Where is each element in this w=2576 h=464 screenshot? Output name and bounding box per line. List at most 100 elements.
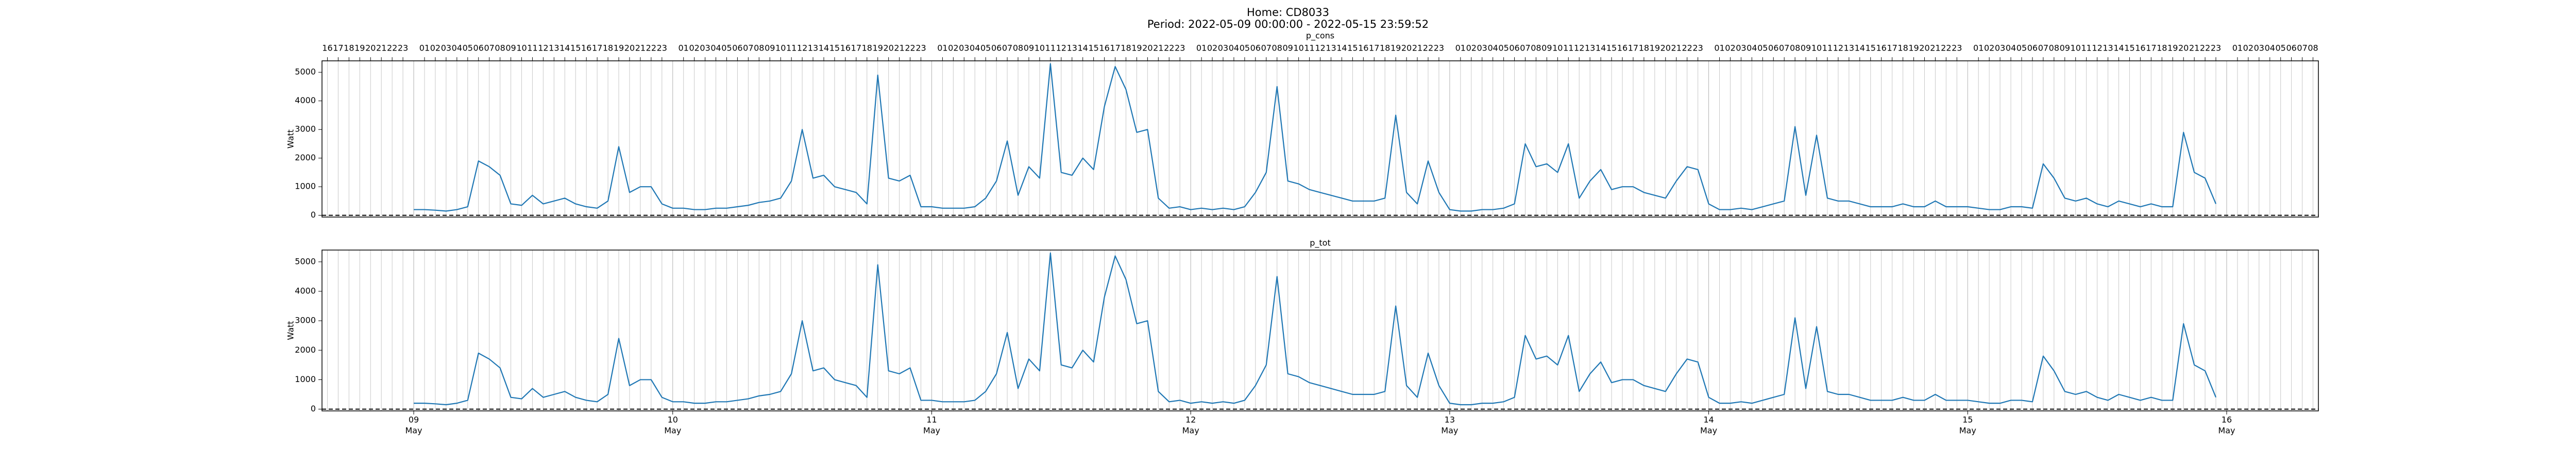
- top-tick-label: 03: [2254, 43, 2264, 53]
- top-tick-label: 22: [2200, 43, 2210, 53]
- x-tick-label: 14: [1703, 415, 1714, 425]
- top-tick-label: 11: [1045, 43, 1056, 53]
- top-tick-label: 14: [1596, 43, 1606, 53]
- top-tick-label: 20: [883, 43, 893, 53]
- top-tick-label: 18: [1897, 43, 1908, 53]
- x-tick-label: 15: [1962, 415, 1973, 425]
- top-tick-label: 19: [614, 43, 624, 53]
- top-tick-label: 05: [980, 43, 991, 53]
- top-tick-label: 04: [1487, 43, 1498, 53]
- top-tick-label: 19: [354, 43, 365, 53]
- top-tick-label: 09: [1801, 43, 1811, 53]
- top-tick-label: 23: [916, 43, 926, 53]
- top-tick-label: 02: [2243, 43, 2253, 53]
- top-tick-label: 21: [894, 43, 904, 53]
- axes-frame: [321, 60, 2319, 218]
- top-tick-label: 06: [1509, 43, 1519, 53]
- x-tick-month: May: [1959, 426, 1976, 436]
- top-tick-label: 16: [1358, 43, 1368, 53]
- x-tick-label: 16: [2222, 415, 2232, 425]
- top-tick-label: 15: [2124, 43, 2134, 53]
- top-tick-label: 20: [624, 43, 635, 53]
- top-tick-label: 20: [1142, 43, 1153, 53]
- top-tick-label: 15: [1088, 43, 1098, 53]
- x-tick-label: 09: [409, 415, 419, 425]
- top-tick-label: 20: [1919, 43, 1929, 53]
- top-tick-label: 05: [1757, 43, 1768, 53]
- y-tick-label: 2000: [295, 153, 316, 162]
- top-tick-label: 01: [2232, 43, 2243, 53]
- top-tick-label: 11: [1822, 43, 1833, 53]
- top-tick-label: 18: [603, 43, 613, 53]
- top-tick-label: 12: [797, 43, 807, 53]
- data-line: [414, 63, 2217, 212]
- top-tick-label: 18: [1121, 43, 1131, 53]
- top-tick-label: 17: [851, 43, 861, 53]
- y-tick-label: 1000: [295, 374, 316, 384]
- top-tick-label: 11: [1563, 43, 1573, 53]
- x-tick-month: May: [1700, 426, 1717, 436]
- x-tick-month: May: [405, 426, 422, 436]
- top-tick-label: 18: [862, 43, 872, 53]
- x-tick-month: May: [2218, 426, 2235, 436]
- y-axis-label: Watt: [286, 129, 296, 148]
- top-tick-label: 22: [1682, 43, 1692, 53]
- top-tick-label: 01: [1714, 43, 1724, 53]
- top-tick-label: 01: [1196, 43, 1207, 53]
- top-tick-label: 22: [387, 43, 397, 53]
- top-tick-label: 21: [2189, 43, 2199, 53]
- y-tick-label: 3000: [295, 316, 316, 325]
- y-tick-label: 4000: [295, 95, 316, 105]
- top-tick-label: 07: [2038, 43, 2048, 53]
- top-tick-label: 15: [829, 43, 840, 53]
- top-tick-label: 08: [495, 43, 505, 53]
- top-tick-label: 04: [2006, 43, 2016, 53]
- top-tick-label: 01: [679, 43, 689, 53]
- top-tick-label: 01: [1973, 43, 1984, 53]
- top-tick-label: 19: [873, 43, 883, 53]
- top-tick-label: 07: [484, 43, 494, 53]
- top-tick-label: 14: [1078, 43, 1088, 53]
- top-tick-label: 16: [322, 43, 332, 53]
- top-tick-label: 20: [1401, 43, 1412, 53]
- top-tick-label: 18: [344, 43, 354, 53]
- top-tick-label: 23: [398, 43, 408, 53]
- top-tick-label: 22: [1941, 43, 1951, 53]
- top-tick-label: 17: [1628, 43, 1638, 53]
- x-tick-month: May: [664, 426, 681, 436]
- top-tick-label: 05: [2276, 43, 2286, 53]
- top-tick-label: 02: [1725, 43, 1735, 53]
- top-tick-label: 06: [991, 43, 1002, 53]
- top-tick-label: 15: [1347, 43, 1358, 53]
- top-tick-label: 06: [473, 43, 484, 53]
- top-tick-label: 07: [1520, 43, 1530, 53]
- top-tick-label: 09: [1541, 43, 1552, 53]
- axes-frame: [321, 250, 2319, 411]
- top-tick-label: 19: [2167, 43, 2178, 53]
- top-tick-label: 10: [1035, 43, 1045, 53]
- y-tick-label: 4000: [295, 286, 316, 296]
- y-axis-label: Watt: [286, 321, 296, 340]
- top-tick-label: 09: [1282, 43, 1293, 53]
- subplot-title: p_cons: [1306, 31, 1334, 41]
- subplot-title: p_tot: [1310, 238, 1331, 248]
- top-tick-label: 13: [2103, 43, 2113, 53]
- top-tick-label: 07: [1779, 43, 1789, 53]
- top-tick-label: 06: [2027, 43, 2038, 53]
- top-tick-label: 10: [516, 43, 527, 53]
- top-tick-label: 14: [1336, 43, 1347, 53]
- top-tick-label: 02: [1466, 43, 1477, 53]
- top-tick-label: 17: [1369, 43, 1379, 53]
- top-tick-label: 07: [1002, 43, 1012, 53]
- top-tick-label: 22: [646, 43, 656, 53]
- top-tick-label: 12: [1574, 43, 1584, 53]
- top-tick-label: 22: [905, 43, 915, 53]
- top-tick-label: 13: [549, 43, 559, 53]
- top-tick-label: 09: [505, 43, 516, 53]
- top-tick-label: 16: [2135, 43, 2145, 53]
- top-tick-label: 17: [2146, 43, 2156, 53]
- top-tick-label: 03: [441, 43, 451, 53]
- top-tick-label: 08: [2308, 43, 2318, 53]
